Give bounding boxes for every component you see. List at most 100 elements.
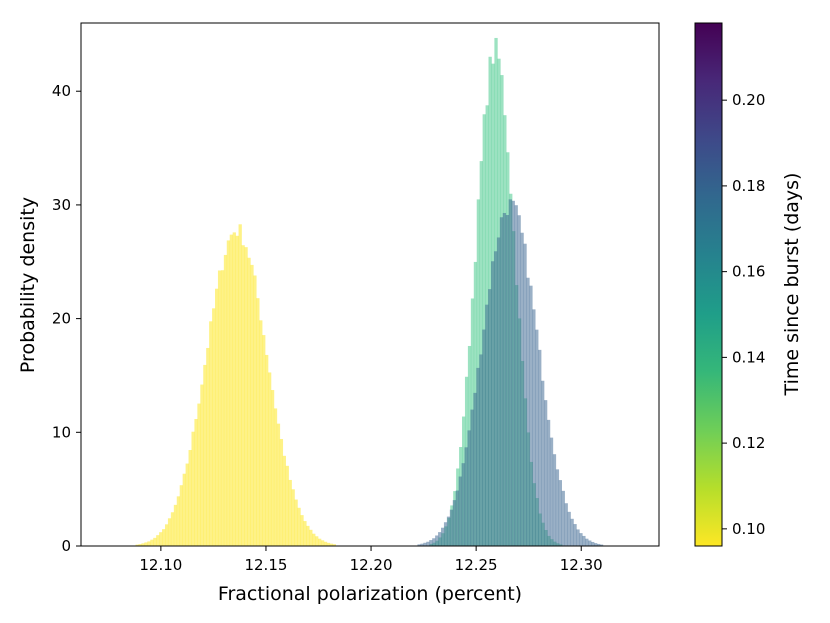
histogram-bar	[309, 529, 313, 546]
plot-area: 12.10 12.15 12.20 12.25 12.30 0 10 20 30 40 Frac…	[17, 22, 660, 605]
histogram-bar	[555, 469, 560, 546]
histogram-bar	[144, 542, 148, 546]
histogram-bar	[182, 473, 186, 546]
histogram-bar	[212, 308, 216, 546]
histogram-bar	[538, 349, 542, 546]
y-tick-label: 10	[52, 423, 71, 441]
histogram-bar	[215, 288, 219, 546]
histogram-series-3	[417, 199, 604, 546]
histogram-bar	[185, 463, 189, 546]
histogram-bar	[420, 543, 424, 546]
histogram-bar	[229, 234, 234, 546]
colorbar-tick-label: 0.14	[732, 348, 765, 366]
histogram-bar	[576, 529, 580, 546]
x-tick-label: 12.10	[139, 556, 182, 574]
histogram-bar	[564, 503, 568, 546]
histogram-bar	[223, 254, 228, 546]
plot-frame	[80, 22, 660, 547]
histogram-bar	[323, 541, 328, 546]
histogram-bar	[523, 243, 527, 546]
histogram-bar	[464, 447, 468, 546]
histogram-bar	[482, 329, 486, 546]
histogram-bar	[326, 542, 331, 546]
histogram-bar	[438, 532, 442, 546]
histogram-bar	[470, 409, 474, 546]
histogram-bar	[435, 535, 439, 546]
histogram-bar	[452, 500, 457, 546]
y-tick-label: 40	[52, 82, 71, 100]
histogram-bar	[232, 232, 236, 546]
histogram-bar	[238, 224, 242, 546]
histogram-bar	[179, 485, 183, 546]
histogram-bar	[517, 215, 521, 546]
histogram-bar	[508, 199, 512, 546]
histogram-bar	[529, 285, 533, 546]
colorbar-gradient	[694, 22, 723, 547]
histogram-bar	[191, 431, 195, 546]
histogram-bar	[147, 541, 151, 546]
histogram-bar	[443, 522, 448, 546]
histogram-bar	[599, 544, 604, 546]
histogram-bar	[306, 525, 310, 546]
x-tick-label: 12.30	[560, 556, 603, 574]
colorbar-tick-label: 0.16	[732, 263, 765, 281]
histogram-bar	[188, 450, 192, 546]
histogram-bar	[241, 245, 245, 546]
histogram-bar	[446, 516, 451, 546]
histogram-bar	[488, 289, 492, 546]
histogram-bar	[285, 465, 289, 546]
histogram-bar	[417, 544, 421, 546]
histogram-bar	[220, 270, 225, 546]
histogram-bar	[153, 537, 157, 546]
x-tick-label: 12.25	[455, 556, 498, 574]
histogram-bar	[203, 364, 207, 546]
histogram-bar	[461, 463, 465, 546]
histogram-bar	[247, 257, 251, 546]
histogram-bar	[162, 529, 166, 546]
histogram-bar	[570, 518, 574, 546]
histogram-bar	[170, 512, 175, 546]
histogram-bar	[276, 423, 281, 546]
histogram-bar	[455, 490, 459, 546]
histogram-bar	[582, 535, 586, 546]
histogram-bar	[318, 538, 322, 546]
histogram-bar	[167, 518, 172, 546]
histogram-bar	[141, 543, 145, 546]
histogram-bar	[429, 540, 433, 546]
x-tick-label: 12.20	[350, 556, 393, 574]
histogram-bar	[543, 400, 548, 546]
histogram-bar	[588, 540, 592, 546]
histogram-bar	[552, 454, 557, 546]
histogram-bar	[173, 504, 178, 546]
y-tick-label: 30	[52, 196, 71, 214]
histogram-bar	[441, 527, 445, 546]
histogram-bar	[514, 205, 518, 546]
colorbar-tick-label: 0.20	[732, 91, 765, 109]
histogram-bar	[467, 430, 471, 546]
histogram-bar	[585, 538, 589, 546]
histogram-bar	[282, 455, 286, 546]
histogram-bar	[473, 392, 477, 546]
histogram-bar	[541, 380, 545, 546]
histogram-bar	[491, 261, 495, 546]
x-axis: 12.10 12.15 12.20 12.25 12.30	[139, 546, 603, 574]
histogram-bar	[253, 275, 257, 546]
colorbar-ticks: 0.10 0.12 0.14 0.16 0.18 0.20	[722, 91, 765, 538]
colorbar-tick-label: 0.12	[732, 434, 765, 452]
histogram-bar	[499, 217, 504, 546]
histogram-bar	[493, 251, 498, 546]
histogram-bar	[320, 540, 325, 546]
histogram-bar	[329, 543, 334, 546]
histogram-bar	[426, 541, 430, 546]
histogram-bar	[194, 419, 198, 546]
histogram-bar	[594, 543, 598, 546]
histogram-bar	[505, 215, 510, 546]
histogram-bar	[164, 524, 169, 546]
histogram-bar	[532, 309, 536, 546]
histogram-bar	[250, 264, 254, 546]
histogram-bar	[591, 541, 595, 546]
histogram-bar	[259, 320, 263, 546]
histogram-bar	[226, 240, 231, 546]
histogram-bar	[596, 543, 601, 546]
